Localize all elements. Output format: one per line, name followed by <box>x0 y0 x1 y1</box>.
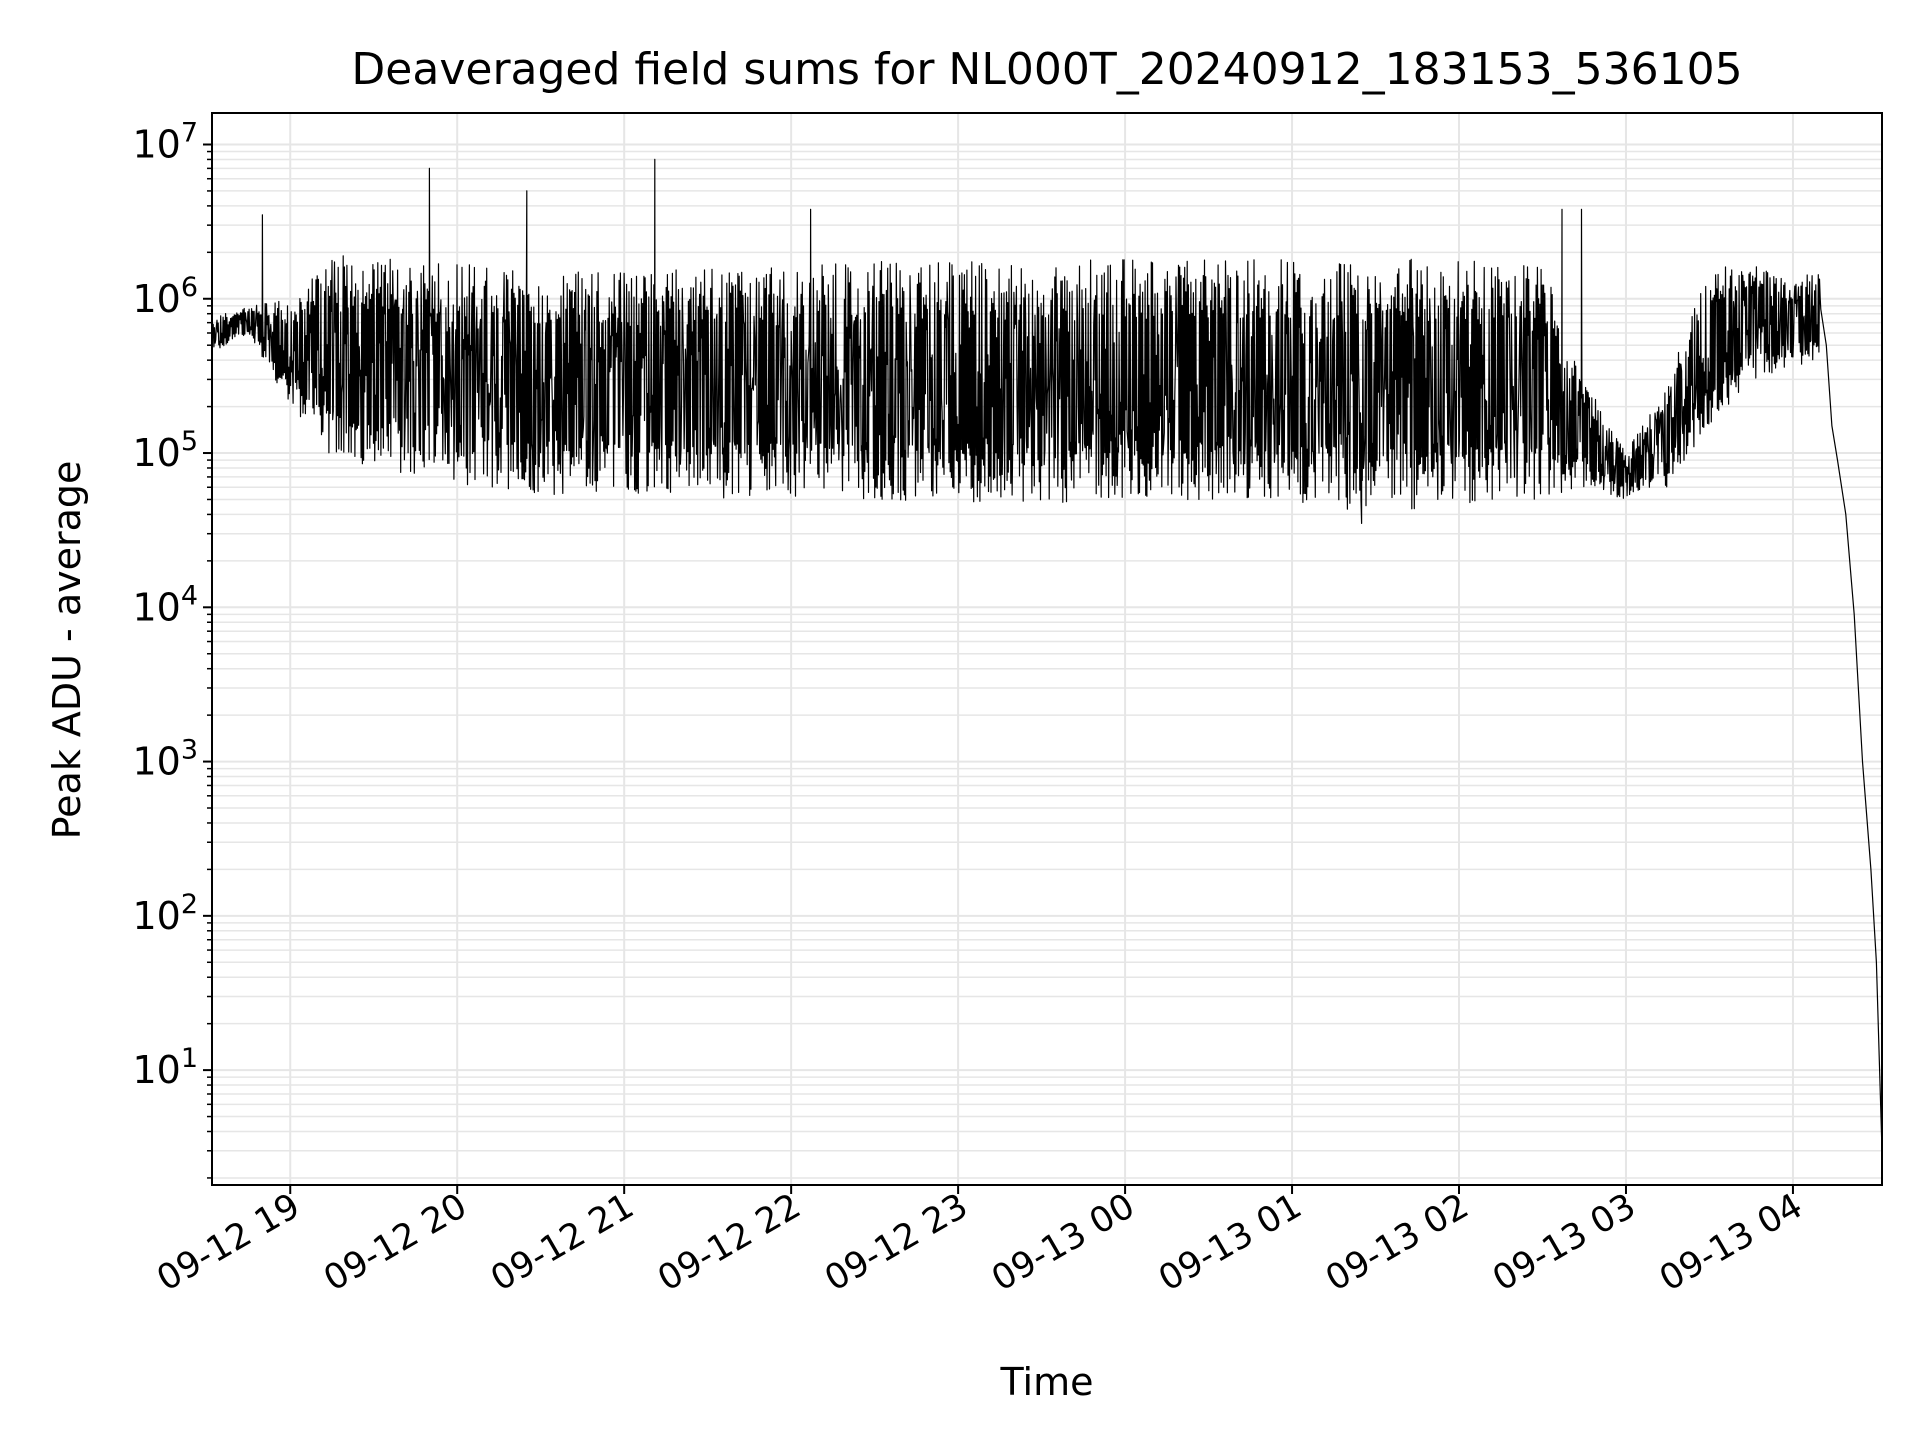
x-tick-label: 09-12 22 <box>651 1186 807 1299</box>
x-tick-label: 09-13 01 <box>1152 1186 1308 1299</box>
x-tick-label: 09-12 21 <box>484 1186 640 1299</box>
x-tick-label: 09-13 03 <box>1486 1186 1642 1299</box>
y-tick-label: 103 <box>132 735 198 784</box>
x-tick-label: 09-12 19 <box>150 1186 306 1299</box>
x-tick-label: 09-13 00 <box>985 1186 1141 1299</box>
plot-frame <box>211 112 1883 1186</box>
y-tick-label: 104 <box>132 580 198 629</box>
x-tick-label: 09-12 23 <box>818 1186 974 1299</box>
y-tick-label: 107 <box>132 117 198 166</box>
chart-title: Deaveraged field sums for NL000T_2024091… <box>351 44 1742 95</box>
x-axis: 09-12 19 09-12 20 09-12 21 09-12 22 09-12 23… <box>150 1185 1809 1299</box>
y-tick-label: 105 <box>132 426 198 475</box>
x-axis-label: Time <box>1000 1360 1094 1404</box>
x-tick-label: 09-13 04 <box>1653 1186 1809 1299</box>
x-tick-label: 09-13 02 <box>1319 1186 1475 1299</box>
y-tick-label: 106 <box>132 272 198 321</box>
y-tick-label: 102 <box>132 889 198 938</box>
series-line <box>211 158 1883 1151</box>
y-tick-label: 101 <box>132 1043 198 1092</box>
y-axis: 101 102 103 104 105 106 107 <box>132 117 212 1179</box>
x-tick-label: 09-12 20 <box>317 1186 473 1299</box>
y-axis-label: Peak ADU - average <box>45 461 89 840</box>
